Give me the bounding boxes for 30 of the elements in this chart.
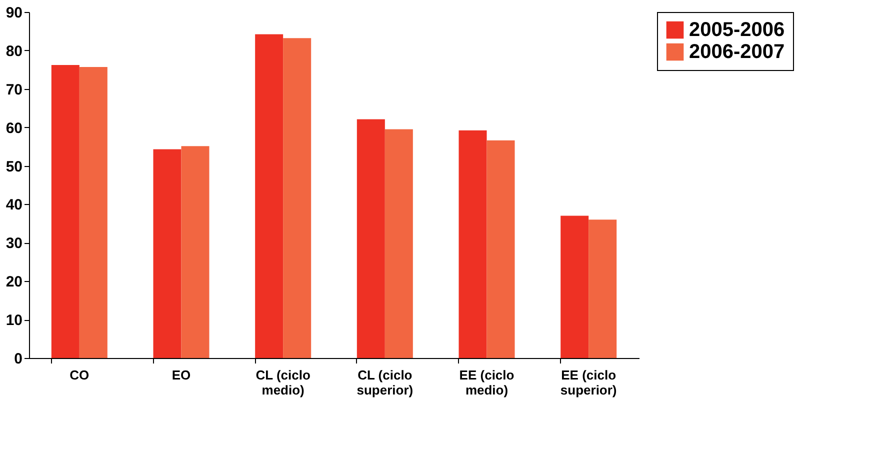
y-tick-label: 70	[6, 81, 22, 98]
x-tick-label: EO	[172, 368, 191, 382]
y-tick-label: 50	[6, 158, 22, 176]
legend-label: 2005-2006	[689, 19, 785, 41]
bar	[181, 146, 210, 358]
legend-label: 2006-2007	[689, 41, 785, 63]
y-tick-label: 80	[6, 42, 22, 60]
bar	[153, 149, 182, 358]
y-tick-label: 20	[6, 274, 22, 291]
bar	[283, 38, 312, 358]
y-tick-label: 10	[6, 312, 22, 330]
bar	[356, 119, 385, 358]
bar	[79, 66, 108, 358]
bar	[458, 130, 487, 358]
x-tick-label: EE (ciclo superior)	[560, 368, 617, 398]
bar	[486, 140, 515, 358]
x-tick-label: EE (ciclo medio)	[459, 368, 514, 398]
bar	[255, 34, 284, 358]
bar	[384, 129, 413, 358]
y-tick-label: 40	[6, 196, 22, 214]
bar	[560, 216, 589, 358]
bar	[588, 220, 617, 358]
y-tick-label: 90	[6, 4, 22, 22]
x-tick-label: CL (ciclo medio)	[256, 368, 310, 398]
x-tick-label: CO	[70, 368, 90, 382]
y-tick-label: 0	[14, 350, 22, 368]
x-tick-label: CL (ciclo superior)	[356, 368, 414, 398]
y-tick-label: 30	[6, 235, 22, 252]
y-tick-label: 60	[6, 120, 22, 137]
bar	[51, 65, 80, 358]
